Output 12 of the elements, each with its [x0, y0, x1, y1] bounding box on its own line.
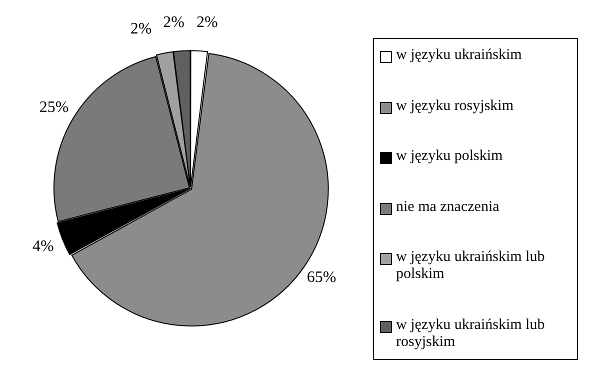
legend-label: nie ma znaczenia — [396, 198, 500, 216]
data-label: 65% — [306, 268, 336, 286]
legend-label: w języku ukraińskim lub polskim — [396, 249, 546, 284]
legend-label: w języku polskim — [396, 148, 503, 166]
data-label: 2% — [163, 14, 184, 32]
legend-label: w języku rosyjskim — [396, 98, 514, 115]
data-label: 25% — [39, 99, 69, 116]
data-label: 2% — [196, 14, 218, 32]
legend-label: w języku ukraińskim — [396, 47, 522, 64]
data-label: 4% — [32, 238, 54, 256]
data-label: 2% — [130, 20, 152, 38]
legend-label: w języku ukraińskim lub rosyjskim — [396, 316, 546, 351]
